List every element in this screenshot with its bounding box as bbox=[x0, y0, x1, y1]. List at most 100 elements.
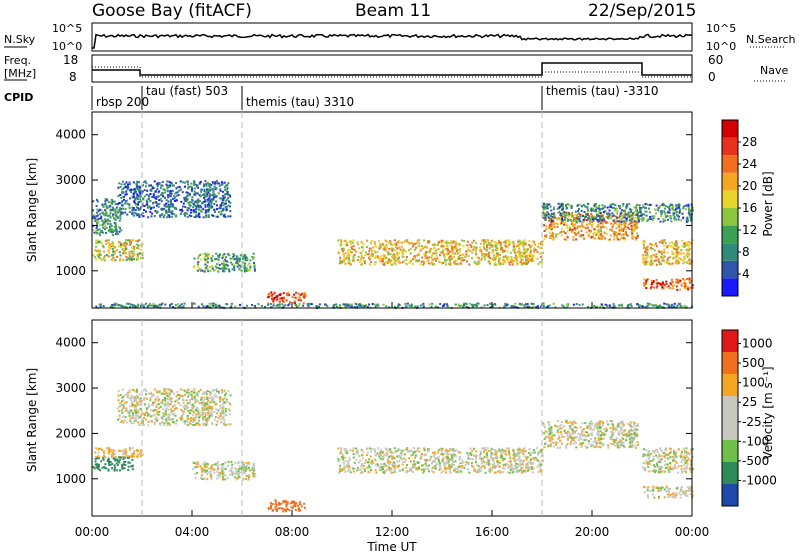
power-point bbox=[483, 243, 485, 245]
power-point bbox=[645, 283, 647, 285]
velocity-point bbox=[201, 471, 203, 473]
power-point bbox=[511, 256, 513, 258]
power-point bbox=[279, 298, 281, 300]
y-tick-label: 3000 bbox=[55, 173, 86, 187]
power-point bbox=[606, 227, 608, 229]
velocity-point bbox=[137, 409, 139, 411]
power-point bbox=[549, 232, 551, 234]
power-point bbox=[431, 303, 433, 305]
power-point bbox=[209, 190, 211, 192]
velocity-point bbox=[151, 396, 153, 398]
power-point bbox=[297, 293, 299, 295]
power-point bbox=[579, 304, 581, 306]
power-point bbox=[299, 303, 301, 305]
power-point bbox=[616, 217, 618, 219]
velocity-point bbox=[191, 404, 193, 406]
power-point bbox=[153, 195, 155, 197]
power-point bbox=[572, 229, 574, 231]
power-point bbox=[124, 183, 126, 185]
power-point bbox=[651, 283, 653, 285]
power-point bbox=[308, 305, 310, 307]
velocity-point bbox=[239, 476, 241, 478]
power-point bbox=[588, 230, 590, 232]
power-point bbox=[133, 194, 135, 196]
velocity-scatter bbox=[92, 388, 694, 512]
power-point bbox=[177, 303, 179, 305]
velocity-point bbox=[196, 422, 198, 424]
velocity-point bbox=[191, 396, 193, 398]
power-point bbox=[656, 208, 658, 210]
power-point bbox=[130, 189, 132, 191]
power-point bbox=[210, 257, 212, 259]
power-point bbox=[293, 294, 295, 296]
power-point bbox=[204, 199, 206, 201]
power-point bbox=[205, 256, 207, 258]
power-point bbox=[386, 241, 388, 243]
power-point bbox=[513, 260, 515, 262]
power-point bbox=[126, 200, 128, 202]
power-point bbox=[205, 261, 207, 263]
velocity-point bbox=[184, 420, 186, 422]
power-point bbox=[227, 253, 229, 255]
velocity-point bbox=[150, 409, 152, 411]
velocity-point bbox=[191, 407, 193, 409]
velocity-point bbox=[201, 404, 203, 406]
velocity-point bbox=[218, 473, 220, 475]
power-point bbox=[453, 256, 455, 258]
velocity-point bbox=[131, 395, 133, 397]
power-point bbox=[502, 251, 504, 253]
power-point bbox=[654, 215, 656, 217]
power-point bbox=[530, 251, 532, 253]
power-point bbox=[114, 226, 116, 228]
power-point bbox=[405, 303, 407, 305]
power-point bbox=[105, 214, 107, 216]
velocity-point bbox=[228, 461, 230, 463]
power-point bbox=[577, 210, 579, 212]
velocity-point bbox=[254, 476, 256, 478]
power-point bbox=[212, 194, 214, 196]
power-point bbox=[143, 215, 145, 217]
velocity-point bbox=[127, 455, 129, 457]
velocity-point bbox=[136, 401, 138, 403]
power-point bbox=[639, 209, 641, 211]
power-point bbox=[352, 256, 354, 258]
power-point bbox=[661, 250, 663, 252]
power-point bbox=[199, 216, 201, 218]
power-point bbox=[123, 242, 125, 244]
power-point bbox=[564, 238, 566, 240]
power-point bbox=[164, 304, 166, 306]
power-point bbox=[579, 235, 581, 237]
power-point bbox=[544, 230, 546, 232]
power-point bbox=[619, 207, 621, 209]
power-point bbox=[517, 263, 519, 265]
power-point bbox=[111, 209, 113, 211]
velocity-point bbox=[180, 388, 182, 390]
power-point bbox=[670, 216, 672, 218]
power-point bbox=[208, 303, 210, 305]
power-point bbox=[455, 252, 457, 254]
velocity-point bbox=[154, 388, 156, 390]
power-point bbox=[676, 251, 678, 253]
power-point bbox=[545, 217, 547, 219]
power-point bbox=[403, 260, 405, 262]
power-point bbox=[433, 248, 435, 250]
power-point bbox=[510, 242, 512, 244]
power-point bbox=[359, 304, 361, 306]
velocity-point bbox=[470, 448, 472, 450]
power-point bbox=[678, 257, 680, 259]
power-point bbox=[629, 228, 631, 230]
power-point bbox=[194, 191, 196, 193]
power-point bbox=[240, 265, 242, 267]
power-point bbox=[606, 305, 608, 307]
power-point bbox=[223, 265, 225, 267]
power-point bbox=[602, 224, 604, 226]
power-point bbox=[653, 287, 655, 289]
power-point bbox=[396, 253, 398, 255]
power-point bbox=[665, 281, 667, 283]
power-point bbox=[454, 263, 456, 265]
power-point bbox=[429, 303, 431, 305]
power-point bbox=[576, 303, 578, 305]
power-point bbox=[442, 250, 444, 252]
velocity-point bbox=[124, 464, 126, 466]
power-point bbox=[561, 218, 563, 220]
